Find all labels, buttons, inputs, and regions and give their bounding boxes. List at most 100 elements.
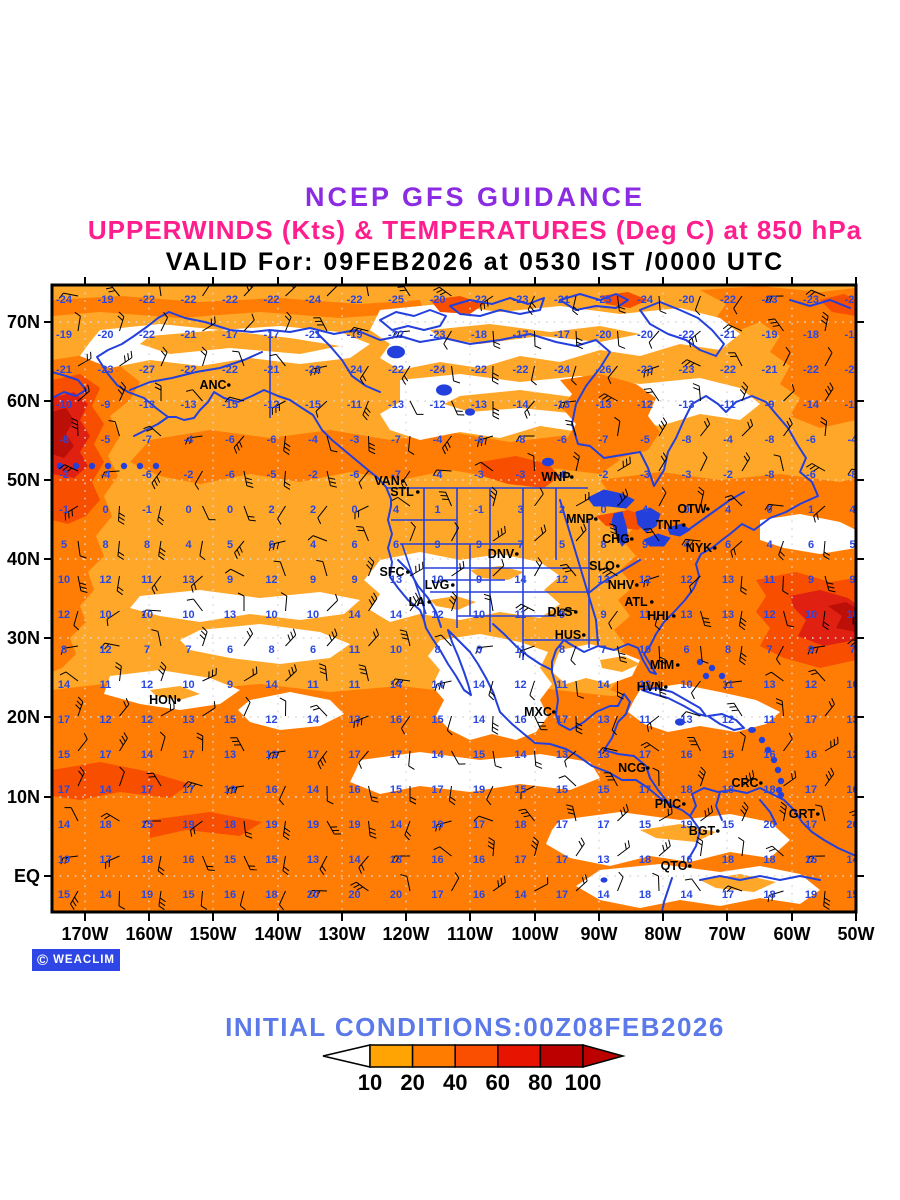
temp-value: -2 [599, 469, 609, 481]
wind-barb [117, 311, 125, 332]
temp-value: 0 [600, 504, 606, 516]
temp-value: 14 [390, 679, 403, 691]
city-label: GRT [789, 807, 816, 821]
wind-barb [185, 435, 203, 445]
temp-value: -13 [181, 399, 197, 411]
temp-value: -4 [723, 434, 734, 446]
temp-value: -22 [845, 294, 861, 306]
lat-axis-label: 60N [7, 391, 40, 411]
temp-value: -5 [267, 469, 277, 481]
wind-barb [433, 846, 452, 857]
temp-value: 15 [597, 784, 609, 796]
temperature-values: -24 -19 -22 -22 -22 -22 -24 -22 -25 -20 -22 -23 -21-… [56, 294, 861, 901]
wind-barb [202, 316, 216, 332]
wind-barb [824, 347, 833, 367]
wind-barb [407, 435, 415, 455]
wind-barb [199, 540, 206, 561]
temp-value: 16 [763, 749, 775, 761]
wind-barb [529, 680, 535, 701]
wind-barb [534, 330, 542, 350]
wind-barb [575, 492, 590, 507]
temp-value: 14 [680, 889, 693, 901]
temp-value: 10 [846, 609, 858, 621]
temp-value: 16 [473, 889, 485, 901]
temp-value: 12 [639, 574, 651, 586]
wind-barb [492, 330, 501, 349]
wind-barb [358, 855, 369, 874]
temp-value: -13 [596, 399, 612, 411]
wind-barb [73, 610, 80, 631]
temp-value: 8 [268, 644, 274, 656]
wind-barb [365, 285, 369, 297]
wind-barb [451, 522, 459, 542]
temp-value: 15 [390, 784, 402, 796]
wind-barb [534, 715, 548, 731]
wind-barb [741, 418, 754, 437]
lake-or-island [748, 727, 756, 733]
wind-barb [824, 698, 835, 717]
temp-value: 17 [390, 749, 402, 761]
temp-value: 18 [99, 819, 111, 831]
wind-barb [492, 875, 506, 892]
wind-barb [534, 557, 543, 577]
temp-value: -19 [845, 329, 861, 341]
wind-barb [572, 295, 580, 316]
great-lake [587, 489, 635, 509]
temp-value: 12 [431, 609, 443, 621]
wind-barb [271, 400, 286, 415]
temp-value: -7 [142, 434, 152, 446]
colorbar-segment [369, 1044, 414, 1068]
temp-value: 6 [268, 539, 274, 551]
temp-value: 13 [265, 749, 277, 761]
city-label: DNV [488, 547, 515, 561]
wind-barb [741, 770, 755, 787]
city-marker-dot [716, 829, 720, 833]
wind-barb [824, 767, 835, 787]
temp-value: 0 [683, 504, 689, 516]
temp-value: 6 [227, 644, 233, 656]
temp-value: 7 [144, 644, 150, 656]
wind-barb [724, 680, 743, 690]
temp-value: 19 [265, 819, 277, 831]
city-label: NCG [618, 761, 646, 775]
wind-barb [237, 592, 245, 611]
temp-value: -4 [101, 469, 112, 481]
initial-conditions-text: INITIAL CONDITIONS:00Z08FEB2026 [225, 1012, 725, 1042]
wind-barb [558, 775, 577, 787]
wind-barb [114, 661, 122, 682]
wind-barb [230, 737, 245, 752]
wind-barb [728, 352, 743, 367]
wind-barb [243, 855, 258, 871]
temp-value: 14 [431, 749, 444, 761]
city-marker-dot [682, 523, 686, 527]
wind-barb [243, 696, 251, 717]
temp-value: -8 [516, 434, 526, 446]
wind-barb [783, 732, 793, 752]
wind-barb [438, 491, 452, 507]
city-label: HON [149, 693, 177, 707]
wind-barb [117, 381, 127, 402]
coastlines [52, 293, 856, 912]
temp-value: 9 [434, 539, 440, 551]
wind-barb [243, 820, 253, 839]
wind-barb [658, 487, 667, 507]
wind-barb [70, 890, 79, 910]
wind-barb [570, 645, 577, 666]
city-marker-dot [713, 546, 717, 550]
temp-value: 7 [600, 644, 606, 656]
political-borders [269, 330, 600, 660]
temp-value: 8 [725, 644, 731, 656]
wind-barb [740, 575, 748, 595]
temp-value: -6 [557, 469, 567, 481]
temp-value: 10 [99, 609, 111, 621]
lake-or-island [600, 877, 608, 883]
lake-or-island [675, 718, 685, 726]
wind-barb [863, 701, 881, 716]
wind-barb [598, 567, 618, 577]
city-marker-dot [676, 663, 680, 667]
island-dot [777, 791, 785, 799]
wind-barb [648, 330, 660, 349]
temp-value: 9 [227, 574, 233, 586]
temp-value: 17 [805, 819, 817, 831]
colorbar-right-arrow [582, 1044, 626, 1068]
